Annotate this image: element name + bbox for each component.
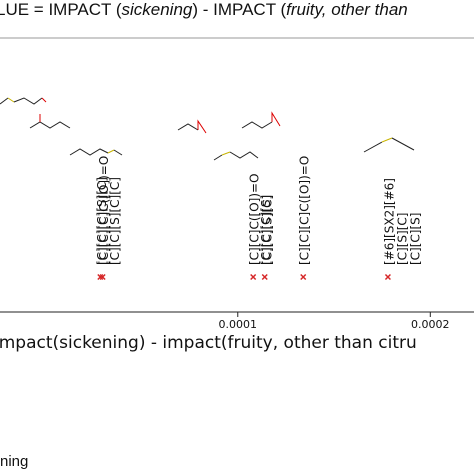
point-marker [99, 273, 106, 281]
point-marker [300, 273, 307, 281]
x-axis-label: impact(sickening) - impact(fruity, other… [0, 333, 417, 353]
point-label: [C][C][C][S] [259, 195, 273, 265]
legend-label: ning [0, 453, 28, 470]
point [261, 273, 268, 281]
x-tick-label: 0.0002 [411, 318, 450, 331]
point-label: [C][S][C] [395, 213, 409, 265]
title-segment: ) - IMPACT ( [192, 0, 286, 19]
point-label: [C][C][S] [408, 213, 422, 265]
point-marker [261, 273, 268, 281]
title-segment: LUE = IMPACT ( [0, 0, 122, 19]
molecule-drawings [0, 97, 415, 161]
title-segment: fruity, other than [286, 0, 408, 19]
point [250, 273, 257, 281]
point-label: [C][C]C([O])=O [248, 173, 262, 265]
point-label: [C][C][S][C] [261, 195, 275, 265]
point-label: [C][C][C][S][C] [95, 177, 109, 265]
title-segment: sickening [121, 0, 192, 19]
point-label: [C][C][C]C([O])=O [97, 156, 111, 265]
point-label: [#6][SX2][#6] [382, 178, 396, 265]
point [99, 273, 106, 281]
point [300, 273, 307, 281]
point-label: [C][C][S][C][C] [108, 177, 122, 265]
point [384, 273, 391, 281]
point-label: [C][C][C]C([O])=O [298, 156, 312, 265]
x-tick-label: 0.0001 [219, 318, 258, 331]
point-marker [384, 273, 391, 281]
chart-title: LUE = IMPACT (sickening) - IMPACT (fruit… [0, 0, 408, 19]
point-marker [250, 273, 257, 281]
